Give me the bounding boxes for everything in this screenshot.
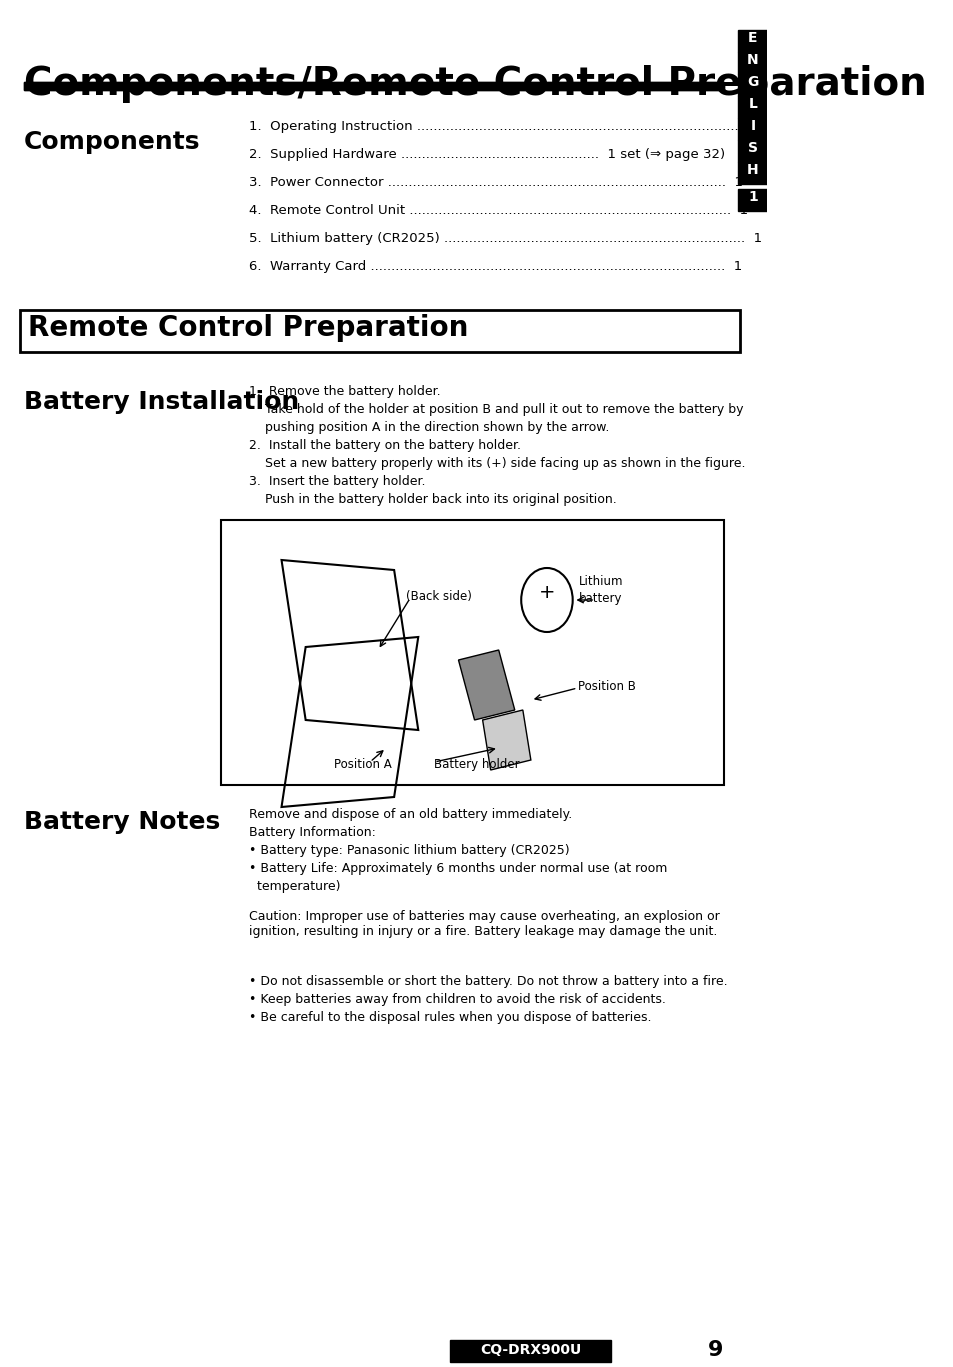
Text: Take hold of the holder at position B and pull it out to remove the battery by: Take hold of the holder at position B an… bbox=[249, 403, 743, 416]
Bar bbox=[738, 96, 766, 118]
Text: Lithium
battery: Lithium battery bbox=[578, 576, 623, 606]
Text: G: G bbox=[746, 75, 758, 89]
Text: • Keep batteries away from children to avoid the risk of accidents.: • Keep batteries away from children to a… bbox=[249, 992, 665, 1006]
Text: CQ-DRX900U: CQ-DRX900U bbox=[479, 1342, 581, 1357]
Text: Components/Remote Control Preparation: Components/Remote Control Preparation bbox=[24, 66, 926, 103]
Text: • Do not disassemble or short the battery. Do not throw a battery into a fire.: • Do not disassemble or short the batter… bbox=[249, 975, 727, 988]
Text: 6.  Warranty Card ..............................................................: 6. Warranty Card .......................… bbox=[249, 260, 741, 273]
Text: • Be careful to the disposal rules when you dispose of batteries.: • Be careful to the disposal rules when … bbox=[249, 1012, 651, 1024]
Text: 5.  Lithium battery (CR2025) ...................................................: 5. Lithium battery (CR2025) ............… bbox=[249, 232, 761, 245]
Text: • Battery type: Panasonic lithium battery (CR2025): • Battery type: Panasonic lithium batter… bbox=[249, 843, 569, 857]
Text: 1.  Operating Instruction ......................................................: 1. Operating Instruction ...............… bbox=[249, 120, 763, 133]
Bar bbox=[450, 1340, 611, 1362]
Text: Caution: Improper use of batteries may cause overheating, an explosion or
igniti: Caution: Improper use of batteries may c… bbox=[249, 910, 720, 938]
Bar bbox=[20, 310, 740, 351]
Text: Battery Information:: Battery Information: bbox=[249, 826, 375, 839]
Bar bbox=[221, 519, 723, 785]
Text: 1.  Remove the battery holder.: 1. Remove the battery holder. bbox=[249, 385, 440, 398]
Text: 3.  Insert the battery holder.: 3. Insert the battery holder. bbox=[249, 474, 425, 488]
Text: E: E bbox=[747, 31, 757, 45]
Bar bbox=[738, 74, 766, 96]
Text: H: H bbox=[746, 163, 758, 176]
Text: Components: Components bbox=[24, 130, 200, 154]
Text: (Back side): (Back side) bbox=[406, 591, 472, 603]
Text: • Battery Life: Approximately 6 months under normal use (at room: • Battery Life: Approximately 6 months u… bbox=[249, 863, 667, 875]
Bar bbox=[738, 30, 766, 52]
Text: Remote Control Preparation: Remote Control Preparation bbox=[29, 314, 468, 342]
Bar bbox=[738, 189, 766, 211]
Polygon shape bbox=[458, 649, 515, 720]
Text: Push in the battery holder back into its original position.: Push in the battery holder back into its… bbox=[249, 493, 617, 506]
Text: 3.  Power Connector ............................................................: 3. Power Connector .....................… bbox=[249, 176, 742, 189]
Text: pushing position A in the direction shown by the arrow.: pushing position A in the direction show… bbox=[249, 421, 609, 433]
Text: L: L bbox=[748, 97, 757, 111]
Polygon shape bbox=[482, 709, 530, 770]
Text: temperature): temperature) bbox=[249, 880, 340, 893]
Text: N: N bbox=[746, 53, 758, 67]
Text: Position A: Position A bbox=[334, 757, 391, 771]
Text: Remove and dispose of an old battery immediately.: Remove and dispose of an old battery imm… bbox=[249, 808, 572, 822]
Text: I: I bbox=[749, 119, 755, 133]
Text: 9: 9 bbox=[707, 1340, 722, 1360]
Text: S: S bbox=[747, 141, 757, 154]
Text: 4.  Remote Control Unit ........................................................: 4. Remote Control Unit .................… bbox=[249, 204, 748, 217]
Text: 1: 1 bbox=[747, 190, 757, 204]
Text: Battery holder: Battery holder bbox=[434, 757, 519, 771]
Bar bbox=[738, 139, 766, 163]
Bar bbox=[738, 118, 766, 139]
Text: 2.  Supplied Hardware ................................................  1 set (⇒: 2. Supplied Hardware ...................… bbox=[249, 148, 724, 161]
Bar bbox=[24, 82, 723, 90]
Bar bbox=[738, 52, 766, 74]
Text: Set a new battery properly with its (+) side facing up as shown in the figure.: Set a new battery properly with its (+) … bbox=[249, 457, 745, 470]
Text: Battery Installation: Battery Installation bbox=[24, 390, 299, 414]
Bar bbox=[24, 82, 723, 90]
Text: Position B: Position B bbox=[577, 679, 635, 693]
Bar bbox=[738, 163, 766, 185]
Text: +: + bbox=[538, 582, 555, 601]
Text: Battery Notes: Battery Notes bbox=[24, 811, 220, 834]
Text: 2.  Install the battery on the battery holder.: 2. Install the battery on the battery ho… bbox=[249, 439, 520, 452]
